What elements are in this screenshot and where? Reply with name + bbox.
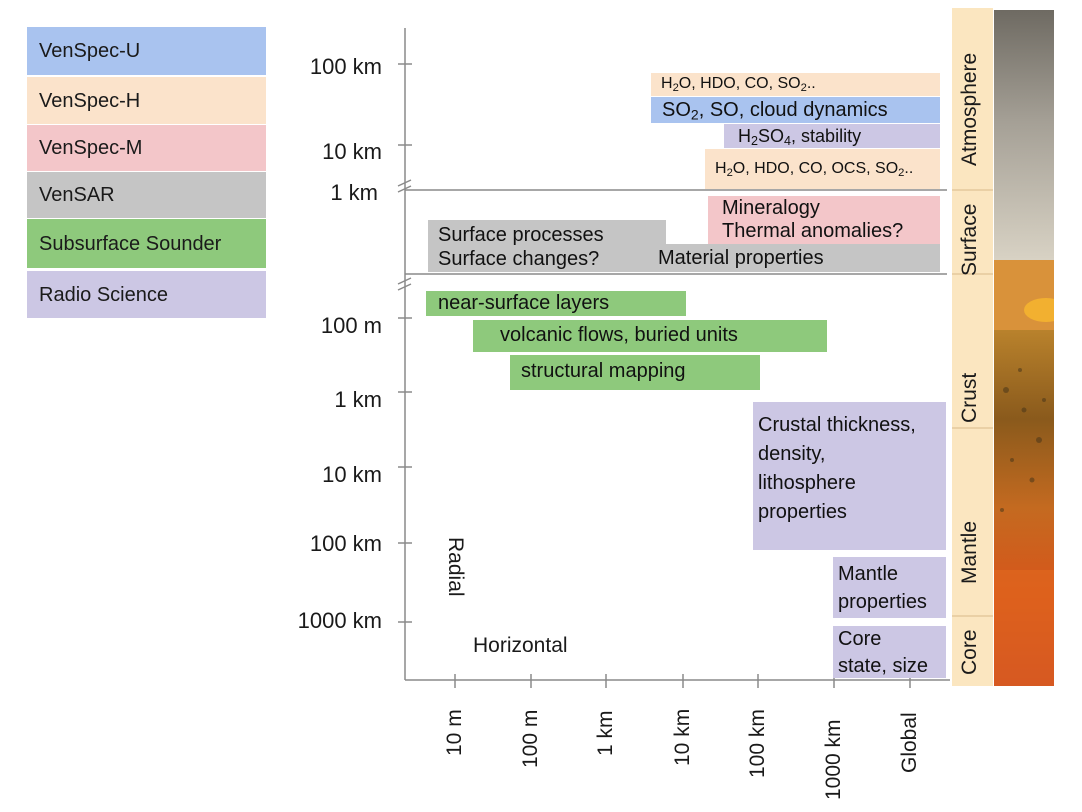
y-label-10km-top: 10 km bbox=[322, 139, 382, 164]
layer-label-core: Core bbox=[958, 629, 981, 675]
legend-vensar: VenSAR bbox=[27, 172, 266, 218]
layer-label-atmosphere: Atmosphere bbox=[958, 52, 981, 166]
axis-title-radial: Radial bbox=[444, 537, 467, 597]
structural-mapping-box: structural mapping bbox=[510, 355, 760, 390]
venus-cross-section-image bbox=[994, 10, 1054, 686]
layer-label-crust: Crust bbox=[958, 372, 981, 423]
x-label-10m: 10 m bbox=[443, 709, 466, 756]
x-label-1km: 1 km bbox=[594, 710, 617, 756]
x-label-100m: 100 m bbox=[519, 709, 542, 768]
legend-venspec-m: VenSpec-M bbox=[27, 125, 266, 171]
y-label-100m: 100 m bbox=[320, 313, 382, 338]
legend-subsurface-sounder: Subsurface Sounder bbox=[27, 219, 266, 268]
y-label-1000km: 1000 km bbox=[297, 608, 382, 633]
x-label-global: Global bbox=[898, 712, 921, 773]
x-label-100km: 100 km bbox=[746, 709, 769, 778]
core-state-box: Core state, size bbox=[833, 626, 946, 678]
layer-bar bbox=[952, 8, 993, 686]
legend-venspec-u: VenSpec-U bbox=[27, 27, 266, 75]
axis-break-upper bbox=[397, 179, 412, 193]
venspec-h-bottom-box: H2O, HDO, CO, OCS, SO2.. bbox=[705, 149, 940, 189]
volcanic-flows-box: volcanic flows, buried units bbox=[473, 320, 827, 352]
legend-venspec-h: VenSpec-H bbox=[27, 77, 266, 124]
x-label-10km: 10 km bbox=[671, 708, 694, 766]
near-surface-layers-box: near-surface layers bbox=[426, 291, 686, 316]
venspec-m-surface-box: Mineralogy Thermal anomalies? bbox=[708, 196, 940, 244]
x-label-1000km: 1000 km bbox=[822, 719, 845, 800]
layer-label-mantle: Mantle bbox=[958, 520, 981, 584]
y-label-10km: 10 km bbox=[322, 462, 382, 487]
venspec-h-top-box: H2O, HDO, CO, SO2.. bbox=[651, 73, 940, 96]
layer-bar-dividers bbox=[952, 189, 993, 617]
venspec-u-box: SO2, SO, cloud dynamics bbox=[651, 97, 940, 123]
axis-title-horizontal: Horizontal bbox=[473, 634, 568, 657]
vensar-material-box: Material properties bbox=[656, 244, 940, 272]
venspec-m-top-box: H2SO4, stability bbox=[724, 124, 940, 148]
layer-label-surface: Surface bbox=[958, 203, 981, 276]
crustal-thickness-box: Crustal thickness, density, lithosphere … bbox=[753, 402, 946, 550]
y-label-100km-top: 100 km bbox=[309, 54, 382, 79]
legend-radio-science: Radio Science bbox=[27, 271, 266, 318]
mantle-properties-box: Mantle properties bbox=[833, 557, 946, 618]
vensar-surface-box: Surface processes Surface changes? bbox=[428, 220, 666, 272]
y-label-1km-top: 1 km bbox=[330, 180, 378, 205]
y-label-1km: 1 km bbox=[334, 387, 382, 412]
axis-break-lower bbox=[397, 277, 412, 291]
y-label-100km: 100 km bbox=[309, 531, 382, 556]
